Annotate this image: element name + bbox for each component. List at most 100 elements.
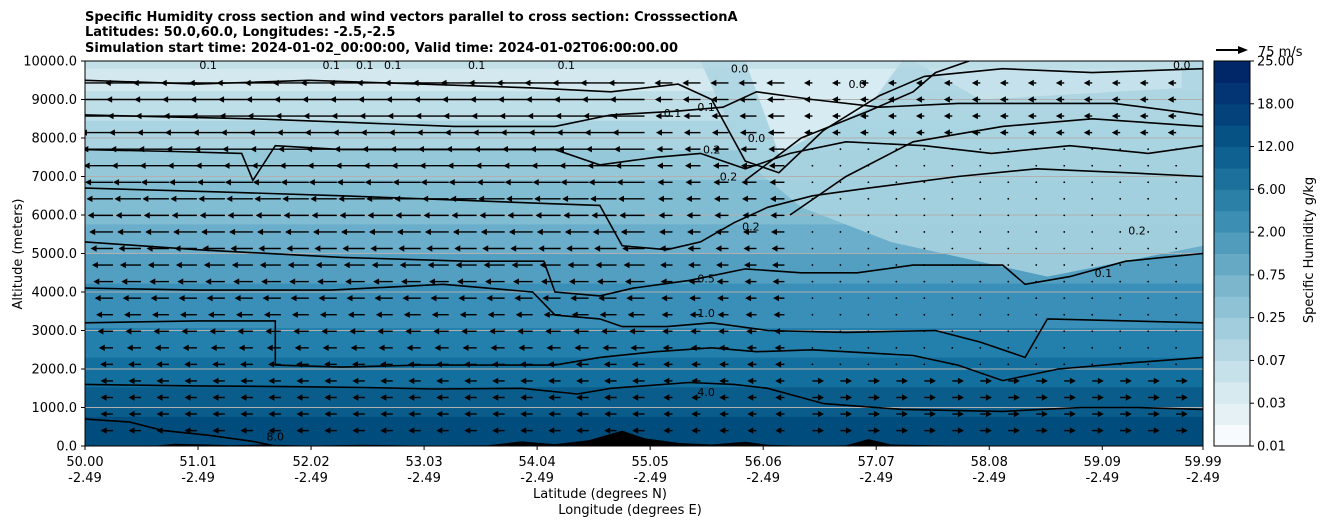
wind-vector-head — [774, 344, 781, 352]
wind-vector-head — [100, 394, 107, 401]
plot-area: 0.0 0.0 0.0 0.0 0.1 0.1 0.1 0.1 0.1 0.1 0.1 0.1 0.1 0… — [54, 59, 1203, 446]
wind-vector-head — [147, 261, 154, 269]
contour-label: 0.1 — [356, 59, 374, 72]
wind-vector-head — [682, 79, 689, 87]
contour-line — [85, 381, 1203, 413]
wind-vector — [811, 231, 814, 233]
wind-vector-head — [1069, 427, 1076, 434]
wind-vector-head — [94, 294, 101, 302]
wind-vector-head — [718, 344, 725, 352]
wind-vector-head — [254, 195, 261, 203]
quiver-key-arrow-icon — [1238, 46, 1248, 54]
wind-vector-head — [581, 96, 588, 103]
wind-vector-head — [408, 394, 415, 401]
wind-vector-head — [689, 311, 696, 318]
wind-vector-head — [227, 212, 234, 219]
wind-vector-head — [296, 394, 303, 401]
wind-vector-head — [152, 311, 159, 318]
wind-vector-head — [71, 345, 77, 351]
wind-vector-head — [1181, 377, 1188, 385]
wind-vector — [1063, 181, 1066, 184]
wind-vector-head — [118, 245, 125, 252]
wind-vector — [1175, 264, 1178, 266]
wind-vector-head — [929, 377, 936, 385]
wind-vector-head — [321, 328, 328, 335]
wind-vector — [1007, 148, 1010, 151]
wind-vector — [979, 231, 982, 233]
x-tick-label-lon: -2.49 — [1085, 471, 1119, 486]
colorbar-tick-label: 0.07 — [1257, 354, 1286, 369]
wind-vector-head — [178, 294, 185, 302]
wind-vector-head — [85, 145, 89, 153]
colorbar-segment — [1214, 424, 1250, 447]
wind-vector-head — [324, 361, 331, 368]
wind-vector-head — [772, 278, 779, 285]
colorbar-segment — [1214, 189, 1250, 212]
wind-vector-head — [173, 228, 180, 236]
wind-vector-head — [201, 228, 208, 236]
wind-vector-head — [219, 112, 226, 120]
wind-vector-head — [556, 129, 563, 136]
wind-vector — [1035, 181, 1038, 184]
wind-vector — [1091, 164, 1094, 167]
wind-vector — [923, 197, 926, 200]
wind-vector — [1091, 231, 1094, 233]
wind-vector-head — [846, 410, 853, 418]
wind-vector-head — [54, 146, 60, 152]
wind-vector-head — [360, 129, 367, 136]
wind-vector-head — [303, 112, 310, 120]
wind-vector — [1175, 313, 1178, 316]
wind-vector-head — [576, 427, 583, 434]
wind-vector-head — [443, 112, 450, 120]
wind-vector-head — [717, 294, 724, 302]
wind-vector-head — [682, 96, 689, 103]
wind-vector — [839, 264, 842, 266]
wind-vector-head — [629, 328, 636, 335]
quiver-key-label: 75 m/s — [1258, 45, 1303, 60]
wind-vector-head — [1111, 112, 1118, 120]
wind-vector-head — [455, 261, 462, 269]
wind-vector-head — [93, 278, 100, 285]
wind-vector — [979, 346, 982, 349]
wind-vector-head — [774, 328, 781, 335]
wind-vector-head — [543, 311, 550, 318]
x-tick-label-lat: 50.00 — [66, 455, 103, 470]
x-tick-label-lon: -2.49 — [68, 471, 102, 486]
wind-vector-head — [713, 195, 720, 203]
wind-vector-head — [212, 361, 219, 368]
wind-vector — [1175, 164, 1178, 167]
wind-vector-head — [660, 278, 667, 285]
wind-vector — [867, 197, 870, 200]
wind-vector — [839, 231, 842, 233]
wind-vector — [979, 297, 982, 300]
wind-vector — [1175, 181, 1178, 184]
wind-vector-head — [531, 162, 538, 169]
wind-vector-head — [627, 311, 634, 318]
wind-vector-head — [887, 96, 894, 103]
y-tick-label: 2000.0 — [32, 363, 78, 378]
wind-vector-head — [604, 410, 611, 418]
wind-vector-head — [124, 311, 131, 318]
y-axis-label: Altitude (meters) — [11, 199, 26, 310]
wind-vector-head — [1013, 394, 1020, 401]
wind-vector-head — [390, 145, 397, 153]
colorbar-segment — [1214, 317, 1250, 340]
x-tick-label-lon: -2.49 — [1186, 471, 1220, 486]
wind-vector — [895, 313, 898, 316]
contour-label: 0.1 — [664, 107, 682, 120]
wind-vector-head — [251, 162, 258, 169]
wind-vector-head — [259, 261, 266, 269]
wind-vector — [1147, 280, 1150, 283]
wind-vector — [1063, 164, 1066, 167]
wind-vector-head — [343, 261, 350, 269]
wind-vector-head — [113, 179, 120, 186]
wind-vector-head — [768, 145, 775, 153]
wind-vector — [979, 148, 982, 151]
wind-vector-head — [1055, 129, 1062, 136]
colorbar-segment — [1214, 381, 1250, 404]
wind-vector — [951, 313, 954, 316]
wind-vector-head — [538, 245, 545, 252]
wind-vector-head — [122, 294, 129, 302]
wind-vector-head — [100, 427, 107, 434]
wind-vector-head — [385, 96, 392, 103]
